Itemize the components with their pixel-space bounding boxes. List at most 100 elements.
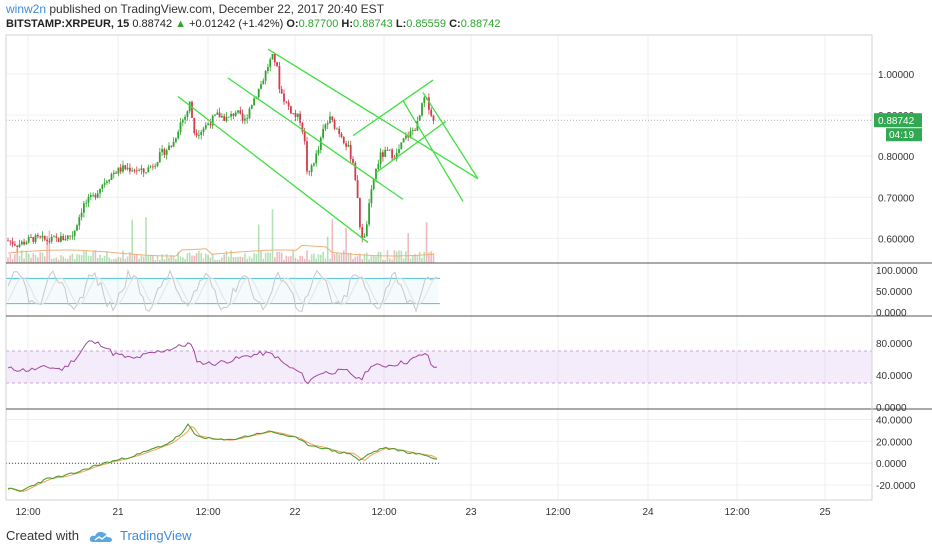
stochastic-pane[interactable] [6,268,440,313]
candle-body [41,235,44,238]
candle-body [193,117,196,133]
volume-bar [278,251,281,263]
candle-body [14,244,16,246]
candle-body [365,224,368,237]
candle-body [16,245,19,247]
candle-body [221,116,223,118]
y-tick-label: 0.60000 [878,234,915,245]
candle-body [296,113,299,117]
volume-bar [405,251,407,263]
plot-frame [5,34,873,501]
volume-bar [257,224,260,263]
volume-bar [402,258,405,263]
macd-line [7,423,438,492]
low-value: 0.85559 [406,18,447,30]
publish-header: winw2n published on TradingView.com, Dec… [6,2,384,16]
x-tick-label: 12:00 [545,507,570,518]
volume-bar [170,255,173,263]
candle-body [414,130,416,131]
candle-body [361,227,364,238]
candle-body [37,235,39,237]
candle-body [306,141,308,172]
channel-line [422,92,479,180]
volume-bar [145,217,147,263]
candle-body [388,149,391,151]
volume-bar [44,256,46,263]
candle-body [191,101,193,118]
last-price-label: 0.88742 [878,116,915,127]
volume-bar [400,250,403,263]
candle-body [322,128,324,138]
y-tick-label: 20.0000 [876,437,913,448]
countdown-label: 04:19 [889,130,914,141]
candle-body [175,138,177,142]
volume-bar [379,251,382,263]
volume-bar [276,252,278,263]
volume-bar [262,258,265,263]
candle-body [285,101,288,103]
volume-bar [372,255,375,263]
candle-body [39,236,42,238]
candle-body [368,203,370,225]
volume-bar [214,259,216,263]
last-price: 0.88742 [132,18,173,30]
candle-body [53,236,55,238]
volume-bar [361,259,363,263]
volume-bar [317,254,320,263]
volume-bar [200,253,202,263]
volume-bar [48,230,51,263]
tradingview-cloud-icon [89,531,112,542]
volume-bar [271,209,274,263]
candle-body [101,184,104,189]
candle-body [204,124,207,129]
volume-bar [149,254,152,263]
volume-bar [366,252,368,263]
candle-body [326,123,329,125]
volume-bar [395,251,398,263]
tradingview-brand-link[interactable]: TradingView [120,528,192,543]
author-link[interactable]: winw2n [6,2,47,16]
candle-body [186,111,189,117]
volume-bar [156,255,159,263]
volume-bar [92,251,94,263]
candle-body [122,165,124,172]
volume-bar [172,256,175,263]
candle-body [271,54,274,60]
candle-body [218,112,221,118]
volume-bar [292,250,294,263]
volume-bar [315,258,317,263]
volume-bar [18,255,21,263]
volume-bar [87,255,90,263]
candle-body [211,115,214,126]
candle-body [94,194,97,198]
candle-body [253,98,255,106]
volume-bar [110,259,113,263]
volume-bar [416,255,419,263]
volume-bar [46,242,48,263]
candle-body [375,168,377,179]
rsi-pane[interactable] [6,340,872,385]
candle-body [99,188,101,194]
volume-bar [115,258,117,263]
volume-bar [113,258,115,263]
price-pane[interactable] [6,48,872,263]
volume-bar [216,259,219,263]
macd-signal-line [8,425,438,492]
candle-body [347,145,350,147]
candle-body [421,103,423,116]
candle-body [124,165,127,170]
stoch-k-line [7,268,438,313]
volume-bar [221,257,223,263]
volume-bar [267,252,269,263]
volume-bar [133,254,136,263]
volume-bar [430,251,432,263]
volume-bar [228,256,230,263]
volume-bar [349,252,352,263]
candle-body [317,149,320,154]
candle-body [273,54,276,63]
candle-body [112,172,115,175]
candle-body [103,182,106,185]
macd-pane[interactable] [6,423,440,492]
volume-bar [21,250,23,263]
